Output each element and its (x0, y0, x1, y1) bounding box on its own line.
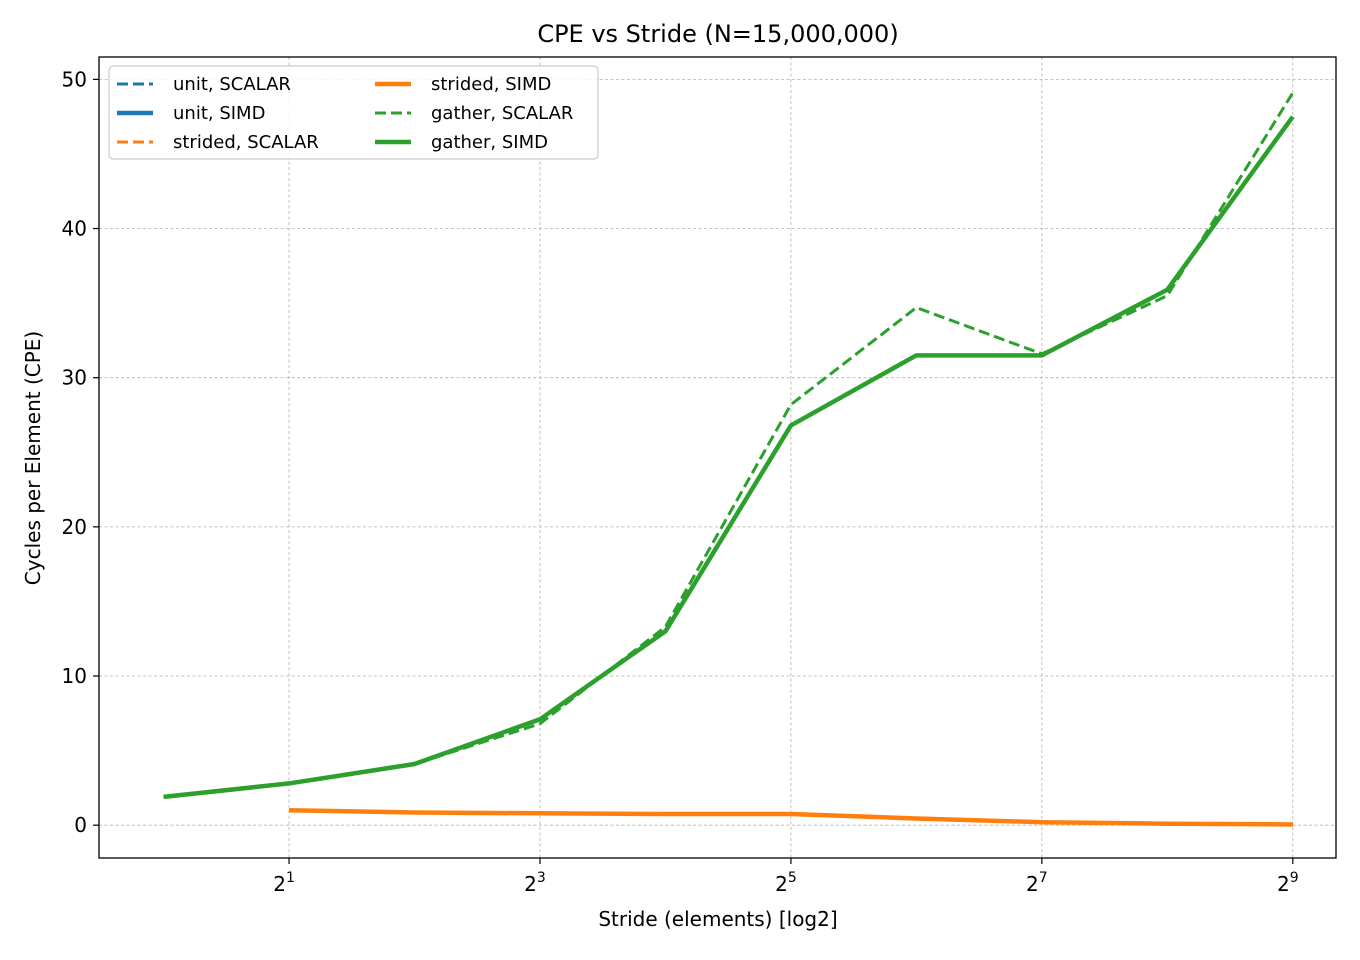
x-tick-base: 2 (775, 872, 788, 896)
x-tick-base: 2 (524, 872, 537, 896)
series-line-gather-scalar (163, 92, 1295, 799)
x-tick-label: 27 (1026, 870, 1048, 896)
x-tick-label: 25 (775, 870, 797, 896)
legend-label: gather, SCALAR (431, 103, 573, 124)
x-tick-exponent: 7 (1039, 870, 1048, 886)
x-tick-exponent: 3 (537, 870, 546, 886)
y-tick-label: 40 (62, 217, 87, 241)
y-tick-label: 50 (62, 67, 87, 91)
grid-layer (99, 57, 1336, 858)
x-tick-exponent: 1 (286, 870, 295, 886)
y-tick-label: 10 (62, 664, 87, 688)
legend-label: strided, SIMD (431, 74, 551, 95)
legend-label: unit, SIMD (173, 103, 265, 124)
series-line-strided-simd (288, 808, 1293, 827)
plot-frame (98, 56, 1337, 859)
x-tick-base: 2 (1026, 872, 1039, 896)
x-tick-label: 23 (524, 870, 546, 896)
x-tick-exponent: 9 (1290, 870, 1299, 886)
legend-label: gather, SIMD (431, 132, 548, 153)
x-tick-base: 2 (1277, 872, 1290, 896)
series-line-gather-simd (163, 115, 1295, 800)
y-tick-label: 0 (74, 813, 87, 837)
y-tick-label: 30 (62, 366, 87, 390)
legend: unit, SCALAR unit, SIMD strided, SCALAR str… (108, 65, 599, 160)
legend-box (108, 65, 599, 160)
x-axis-label: Stride (elements) [log2] (598, 907, 837, 931)
legend-label: unit, SCALAR (173, 74, 291, 95)
series-layer (163, 92, 1295, 827)
x-tick-exponent: 5 (788, 870, 797, 886)
x-tick-label: 21 (273, 870, 295, 896)
x-tick-base: 2 (273, 872, 286, 896)
y-tick-label: 20 (62, 515, 87, 539)
x-tick-label: 29 (1277, 870, 1299, 896)
chart-title: CPE vs Stride (N=15,000,000) (537, 20, 898, 48)
legend-label: strided, SCALAR (173, 132, 319, 153)
y-axis-label: Cycles per Element (CPE) (21, 331, 45, 585)
